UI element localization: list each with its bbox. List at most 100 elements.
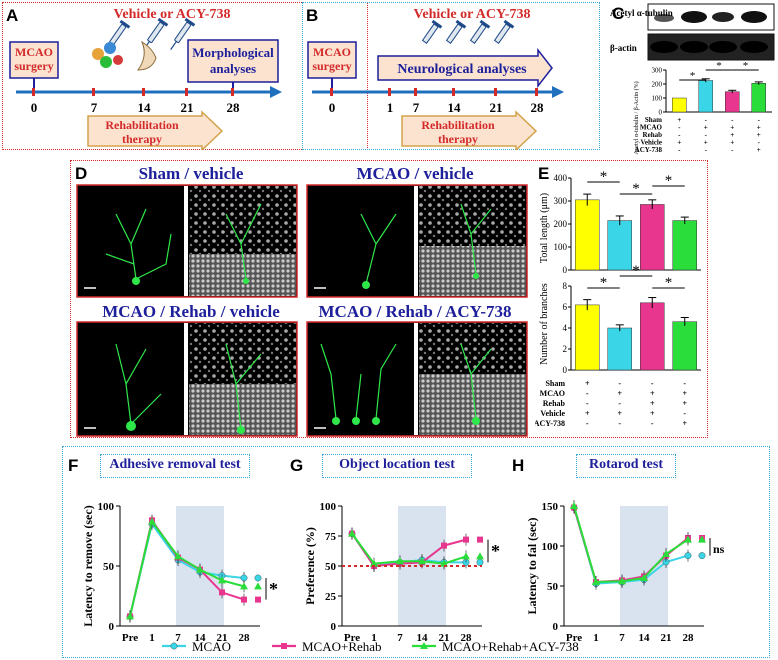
svg-text:MCAO: MCAO: [15, 45, 53, 59]
y-tick-label: 100: [320, 501, 337, 513]
sign: -: [705, 146, 708, 154]
sig-star: *: [690, 70, 696, 82]
blot-label: Acetyl α-tubulin: [610, 8, 673, 18]
x-tick-label: 21: [661, 632, 672, 644]
bar: [608, 328, 632, 370]
x-tick-label: 7: [397, 632, 403, 644]
micrograph-title: MCAO / vehicle: [300, 164, 530, 184]
panel-e-ylabel-bottom: Number of branches: [539, 283, 550, 365]
panel-a-tick: 14: [138, 100, 152, 115]
sign: +: [585, 379, 590, 388]
sign: +: [617, 409, 622, 418]
panel-h-letter: H: [512, 456, 524, 476]
y-tick-label: 0: [331, 621, 337, 633]
data-point: [477, 559, 483, 565]
data-point: [476, 552, 484, 559]
y-tick-label: 300: [652, 66, 663, 74]
svg-text:7: 7: [413, 100, 420, 115]
bar: [640, 204, 664, 270]
y-tick-label: 0: [109, 621, 115, 633]
micrographs: [76, 184, 530, 438]
svg-text:therapy: therapy: [122, 132, 162, 146]
panel-g-letter: G: [290, 456, 303, 476]
sig-annotation: *: [269, 579, 278, 599]
y-tick-label: 50: [547, 581, 559, 593]
sign: -: [678, 146, 681, 154]
row-label: ACY-738: [635, 146, 663, 154]
data-point: [699, 552, 705, 558]
svg-text:Neurological analyses: Neurological analyses: [397, 62, 527, 77]
sig-star: *: [600, 275, 608, 291]
drug-icon: [92, 42, 156, 70]
svg-text:Rehabilitation: Rehabilitation: [421, 118, 495, 132]
sig-annotation: *: [491, 541, 500, 561]
y-tick-label: 100: [554, 242, 568, 252]
sign: +: [617, 389, 622, 398]
line-charts: 050100Pre 1 7 14 21 28Latency to remove (sec)…: [62, 480, 770, 658]
sig-annotation: ns: [713, 542, 725, 556]
data-point: [462, 552, 470, 559]
svg-text:analyses: analyses: [210, 61, 256, 76]
y-axis-label: Preference (%): [303, 527, 317, 605]
sign: +: [682, 389, 687, 398]
legend-label: MCAO+Rehab+ACY-738: [442, 639, 579, 654]
y-tick-label: 100: [542, 541, 559, 553]
sign: +: [650, 389, 655, 398]
blot-label: β-actin: [610, 43, 637, 53]
svg-text:Rehabilitation: Rehabilitation: [105, 118, 179, 132]
x-tick-label: Pre: [122, 632, 138, 644]
y-tick-label: 200: [652, 80, 663, 88]
panel-a-tick: 28: [227, 100, 241, 115]
sign: +: [585, 409, 590, 418]
svg-text:14: 14: [448, 100, 462, 115]
svg-text:surgery: surgery: [14, 59, 53, 73]
y-tick-label: 400: [554, 173, 568, 183]
bar: [725, 92, 739, 112]
sign: -: [586, 419, 589, 428]
x-tick-label: 7: [175, 632, 181, 644]
sign: +: [682, 399, 687, 408]
y-tick-label: 8: [563, 281, 568, 291]
data-point: [241, 597, 247, 603]
bar: [640, 303, 664, 370]
panel-f-letter: F: [68, 456, 78, 476]
y-tick-label: 0: [553, 621, 559, 633]
svg-text:Morphological: Morphological: [192, 45, 274, 60]
sign: +: [650, 399, 655, 408]
bar: [699, 81, 713, 113]
sig-star: *: [632, 263, 640, 279]
panel-e-chart: Total length (μm) Number of branches 010…: [535, 164, 707, 436]
sig-star: *: [743, 60, 749, 72]
sig-star: *: [665, 173, 673, 189]
sign: -: [683, 409, 686, 418]
row-label: MCAO: [540, 389, 565, 398]
y-tick-label: 50: [325, 561, 337, 573]
y-tick-label: 25: [325, 591, 337, 603]
data-point: [219, 589, 225, 595]
sig-star: *: [716, 60, 722, 72]
svg-text:MCAO: MCAO: [313, 45, 351, 59]
title-f: Adhesive removal test: [100, 457, 250, 473]
data-point: [171, 643, 177, 649]
data-point: [255, 575, 261, 581]
sign: -: [618, 379, 621, 388]
row-label: ACY-738: [535, 419, 565, 428]
y-tick-label: 75: [325, 531, 337, 543]
svg-text:surgery: surgery: [312, 59, 351, 73]
y-tick-label: 100: [98, 501, 115, 513]
data-point: [254, 582, 262, 589]
legend-label: MCAO+Rehab: [302, 639, 382, 654]
title-h: Rotarod test: [576, 457, 676, 473]
bar: [752, 83, 766, 112]
panel-a-tick: 21: [181, 100, 194, 115]
data-point: [477, 537, 483, 543]
y-tick-label: 4: [563, 323, 568, 333]
sign: -: [731, 146, 734, 154]
svg-text:28: 28: [531, 100, 545, 115]
sign: -: [618, 419, 621, 428]
data-point: [685, 552, 691, 558]
data-point: [255, 597, 261, 603]
x-tick-label: 14: [417, 632, 429, 644]
bar: [575, 200, 599, 270]
sign: +: [757, 146, 761, 154]
